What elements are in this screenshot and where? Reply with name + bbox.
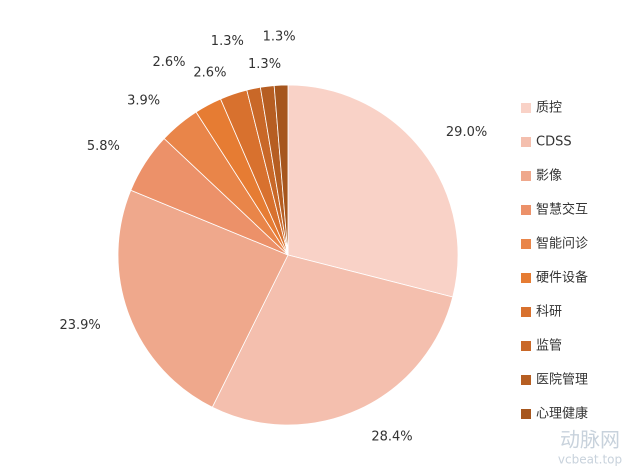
data-label: 29.0%	[446, 125, 487, 140]
watermark-url: vcbeat.top	[558, 453, 622, 467]
watermark-name: 动脉网	[560, 428, 620, 452]
legend-label: 医院管理	[536, 373, 588, 388]
legend-swatch	[521, 375, 531, 385]
legend-label: 心理健康	[536, 406, 588, 422]
legend-label: CDSS	[536, 135, 572, 150]
data-label: 1.3%	[211, 34, 244, 49]
data-label: 23.9%	[59, 318, 100, 333]
data-label: 2.6%	[152, 55, 185, 70]
legend-swatch	[521, 103, 531, 113]
data-label: 1.3%	[263, 30, 296, 45]
legend-swatch	[521, 205, 531, 215]
data-label: 28.4%	[371, 429, 412, 444]
legend-label: 监管	[536, 339, 562, 354]
legend-label: 智慧交互	[536, 202, 588, 218]
pie-slice	[273, 84, 289, 256]
legend-label: 影像	[536, 169, 562, 184]
data-label: 1.3%	[248, 57, 281, 72]
data-label: 3.9%	[127, 94, 160, 109]
legend-swatch	[521, 341, 531, 351]
pie-slice	[287, 84, 459, 298]
pie-slice	[211, 254, 454, 426]
data-label: 2.6%	[193, 66, 226, 81]
pie-slice	[117, 189, 289, 408]
legend-swatch	[521, 171, 531, 181]
legend-label: 质控	[536, 101, 562, 116]
legend-swatch	[521, 239, 531, 249]
legend-label: 智能问诊	[536, 237, 588, 252]
legend-label: 硬件设备	[536, 270, 588, 286]
data-label: 5.8%	[87, 139, 120, 154]
legend-swatch	[521, 273, 531, 283]
legend-swatch	[521, 409, 531, 419]
legend-swatch	[521, 137, 531, 147]
legend-swatch	[521, 307, 531, 317]
legend-label: 科研	[536, 305, 562, 320]
